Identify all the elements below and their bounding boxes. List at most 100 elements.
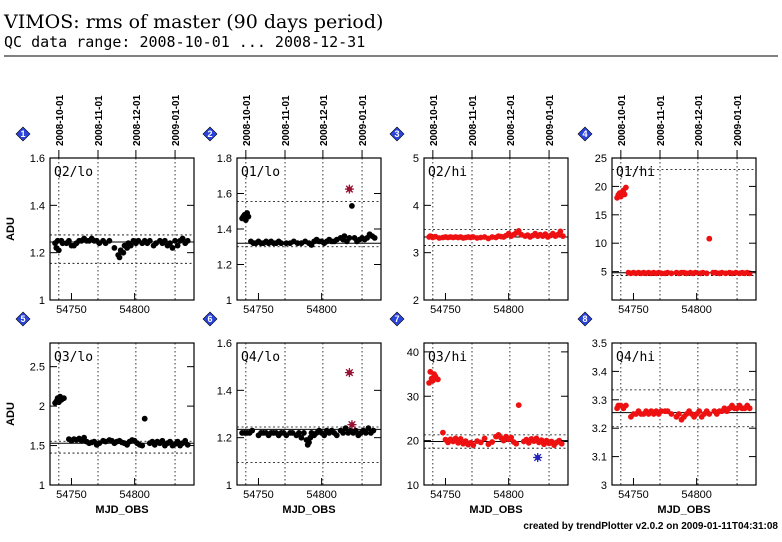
x-tick-label: 54750 xyxy=(56,304,87,316)
data-point xyxy=(560,233,566,240)
data-point xyxy=(557,228,564,235)
data-point xyxy=(668,270,675,277)
y-tick-label: 15 xyxy=(595,210,607,222)
x-tick-label: 54800 xyxy=(306,489,337,501)
panel-number-badge xyxy=(577,126,593,142)
data-point xyxy=(508,434,515,441)
plot-frame xyxy=(423,342,569,486)
data-point xyxy=(116,254,123,261)
date-tick-label: 2009-01-01 xyxy=(171,94,182,146)
data-point xyxy=(278,240,285,247)
panel-1: 2008-10-01 2008-11-01 2008-12-01 2009-01-01… xyxy=(5,94,195,316)
panel-label: Q4/lo xyxy=(241,350,280,365)
data-point xyxy=(668,411,675,417)
y-tick-label: 2 xyxy=(413,295,419,307)
panel-label: Q1/hi xyxy=(616,165,655,180)
data-point xyxy=(245,213,252,220)
panel-label: Q4/hi xyxy=(616,350,655,365)
plot-frame xyxy=(423,157,569,301)
y-tick-label: 10 xyxy=(595,238,607,250)
x-tick-label: 54800 xyxy=(119,304,150,316)
panel-number-badge xyxy=(15,311,31,327)
x-tick-label: 54800 xyxy=(493,304,524,316)
panel-number: 3 xyxy=(394,129,399,139)
data-point xyxy=(146,237,153,244)
date-tick-label: 2008-11-01 xyxy=(281,95,292,146)
data-point xyxy=(429,377,436,384)
data-point xyxy=(184,441,191,448)
date-tick-label: 2008-12-01 xyxy=(506,94,517,146)
outlier-marker xyxy=(344,368,354,378)
y-tick-label: 1 xyxy=(226,480,232,492)
y-tick-label: 1.5 xyxy=(30,441,45,453)
y-tick-label: 1.6 xyxy=(30,153,45,165)
data-point xyxy=(477,439,484,446)
data-point xyxy=(169,245,176,251)
panel-number-badge xyxy=(577,311,593,327)
y-tick-label: 5 xyxy=(413,153,419,165)
y-tick-label: 1.2 xyxy=(217,433,232,445)
data-point xyxy=(141,415,148,422)
panel-number: 7 xyxy=(394,314,399,324)
y-tick-label: 1.2 xyxy=(30,248,45,260)
panel-number-badge xyxy=(15,126,31,142)
data-point xyxy=(66,237,72,244)
y-tick-label: 1 xyxy=(39,295,45,307)
data-point xyxy=(162,237,168,244)
data-point xyxy=(370,427,377,434)
y-tick-label: 1 xyxy=(226,295,232,307)
data-point xyxy=(120,249,127,256)
x-tick-label: 54800 xyxy=(493,489,524,501)
y-tick-label: 4 xyxy=(413,200,419,212)
x-tick-label: 54750 xyxy=(243,304,274,316)
y-tick-label: 3.3 xyxy=(592,395,607,407)
date-tick-label: 2008-12-01 xyxy=(694,94,705,146)
y-tick-label: 3 xyxy=(601,480,607,492)
data-point xyxy=(452,435,459,442)
data-point xyxy=(623,402,629,409)
outlier-ray xyxy=(345,368,354,377)
panel-number: 6 xyxy=(207,314,212,324)
y-tick-label: 1.6 xyxy=(217,338,232,350)
data-point xyxy=(172,237,179,244)
plot-frame xyxy=(49,342,195,486)
x-tick-label: 54800 xyxy=(681,489,712,501)
data-point xyxy=(346,235,353,241)
data-point xyxy=(371,235,378,241)
data-point xyxy=(296,430,302,436)
outlier-marker xyxy=(533,452,543,462)
panel-label: Q3/hi xyxy=(428,350,467,365)
date-tick-label: 2009-01-01 xyxy=(733,94,744,146)
date-tick-label: 2009-01-01 xyxy=(545,94,556,146)
figure-title: VIMOS: rms of master (90 days period) xyxy=(3,11,383,33)
y-tick-label: 3 xyxy=(413,248,419,260)
y-tick-label: 1.2 xyxy=(217,260,232,272)
date-tick-label: 2008-10-01 xyxy=(617,94,628,146)
outlier-ray xyxy=(348,420,356,429)
panel-5: 1 1.5 2 2.5 54750 54800 Q3/lo ADU MJD_OBS 5 xyxy=(5,311,195,516)
data-point xyxy=(167,240,173,247)
outlier-ray xyxy=(533,453,542,462)
plot-frame xyxy=(611,342,757,486)
data-point xyxy=(159,437,166,444)
y-tick-label: 1 xyxy=(39,480,45,492)
data-point xyxy=(621,191,628,198)
data-point xyxy=(106,237,113,244)
data-point xyxy=(513,440,520,447)
y-tick-label: 3.5 xyxy=(592,338,607,350)
date-tick-label: 2008-11-01 xyxy=(94,95,105,146)
y-tick-label: 5 xyxy=(601,267,607,279)
data-point xyxy=(174,242,181,249)
y-tick-label: 20 xyxy=(595,181,607,193)
outlier-marker xyxy=(344,184,354,194)
y-tick-label: 30 xyxy=(407,391,419,403)
panel-3: 2008-10-01 2008-11-01 2008-12-01 2009-01-01… xyxy=(389,94,569,316)
y-axis-label: ADU xyxy=(5,402,17,426)
outlier-ray xyxy=(345,185,354,193)
y-tick-label: 3.1 xyxy=(592,452,607,464)
date-tick-label: 2008-12-01 xyxy=(132,94,143,146)
data-point xyxy=(340,430,346,436)
x-tick-label: 54750 xyxy=(618,489,649,501)
data-point xyxy=(362,430,369,436)
